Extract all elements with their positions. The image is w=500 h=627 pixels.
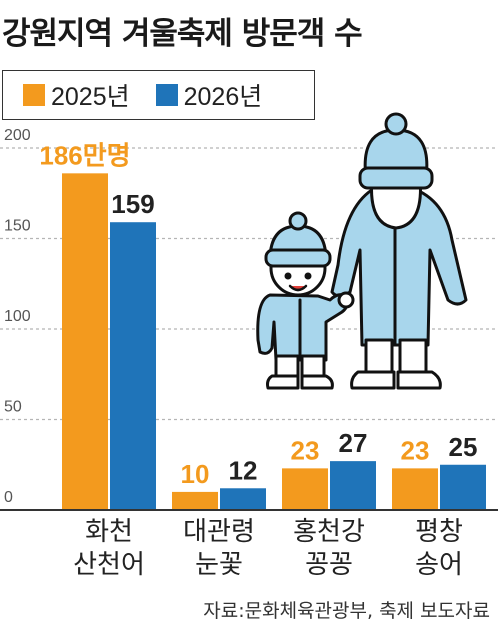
bar-2026년-3 [440, 464, 486, 510]
bar-2025년-2 [282, 468, 328, 510]
bar-2026년-0 [110, 222, 156, 510]
category-label-2-1: 꽁꽁 [305, 550, 353, 580]
category-label-1-0: 대관령 [183, 517, 255, 547]
legend-swatch-2026 [155, 84, 178, 106]
category-label-3-0: 평창 [415, 517, 463, 547]
bars [62, 173, 486, 510]
y-tick-label-100: 100 [4, 308, 31, 325]
legend-label-2025: 2025년 [51, 83, 130, 111]
data-label-2026년-0: 159 [111, 189, 154, 219]
y-tick-label-50: 50 [4, 399, 22, 416]
data-label-2026년-1: 12 [229, 455, 258, 485]
chart-title: 강원지역 겨울축제 방문객 수 [2, 16, 363, 52]
data-label-2025년-1: 10 [181, 459, 210, 489]
data-label-2026년-2: 27 [339, 428, 368, 458]
y-axis-ticks: 0 50 100 150 200 [4, 127, 31, 506]
source-note: 자료:문화체육관광부, 축제 보도자료 [203, 600, 490, 622]
data-label-2025년-2: 23 [291, 435, 320, 465]
bar-2026년-2 [330, 461, 376, 510]
category-label-2-0: 홍천강 [293, 517, 365, 547]
y-tick-label-0: 0 [4, 489, 13, 506]
category-label-0-0: 화천 [85, 517, 133, 547]
data-label-2026년-3: 25 [449, 432, 478, 462]
category-label-3-1: 송어 [415, 550, 463, 580]
data-label-2025년-3: 23 [401, 435, 430, 465]
legend: 2025년 2026년 [2, 70, 315, 120]
bar-2025년-0 [62, 173, 108, 510]
y-tick-label-150: 150 [4, 218, 31, 235]
bar-2025년-1 [172, 491, 218, 510]
legend-item-2025: 2025년 [23, 77, 130, 113]
category-label-0-1: 산천어 [73, 550, 145, 580]
bar-2025년-3 [392, 468, 438, 510]
parent-and-child-in-winter-clothes-icon [256, 112, 468, 390]
data-labels: 186만명 10 23 23 159 12 27 25 [39, 140, 477, 489]
legend-item-2026: 2026년 [155, 77, 263, 113]
legend-label-2026: 2026년 [183, 83, 263, 111]
y-tick-label-200: 200 [4, 127, 31, 144]
data-label-2025년-0: 186만명 [39, 140, 130, 170]
bar-2026년-1 [220, 488, 266, 510]
category-label-1-1: 눈꽃 [195, 550, 243, 580]
legend-swatch-2025 [23, 84, 45, 106]
